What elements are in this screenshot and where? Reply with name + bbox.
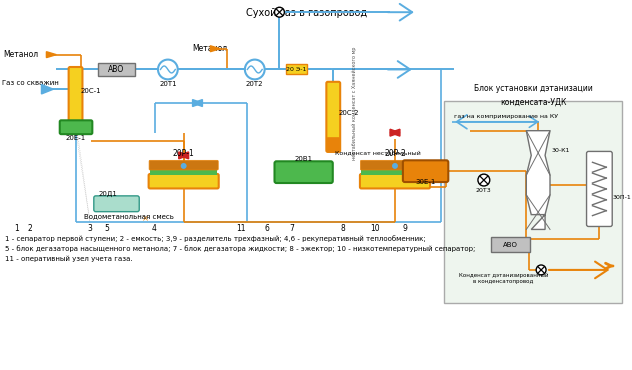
Text: конденсата-УДК: конденсата-УДК (500, 98, 566, 107)
FancyBboxPatch shape (149, 160, 218, 170)
FancyBboxPatch shape (360, 160, 430, 170)
Text: АВО: АВО (109, 65, 125, 74)
Text: 30П-1: 30П-1 (612, 195, 631, 200)
Text: 20С-1: 20С-1 (81, 88, 102, 94)
Circle shape (245, 60, 265, 79)
FancyBboxPatch shape (286, 64, 307, 74)
Polygon shape (193, 100, 202, 107)
Text: 5 - блок дегазатора насыщенного метанола; 7 - блок дегазатора жидкости; 8 - эжек: 5 - блок дегазатора насыщенного метанола… (5, 245, 475, 252)
Text: 8: 8 (340, 225, 345, 233)
Polygon shape (390, 129, 400, 136)
FancyBboxPatch shape (274, 161, 333, 183)
Text: 2: 2 (27, 225, 32, 233)
Circle shape (181, 163, 186, 169)
FancyBboxPatch shape (491, 237, 530, 252)
Text: 20Е-1: 20Е-1 (66, 135, 86, 141)
FancyBboxPatch shape (360, 174, 430, 188)
Text: Конденсат нестабильный: Конденсат нестабильный (336, 150, 421, 155)
FancyBboxPatch shape (69, 67, 82, 122)
Text: 4: 4 (152, 225, 157, 233)
Text: 3: 3 (87, 225, 92, 233)
Text: 20Р-1: 20Р-1 (173, 149, 195, 158)
FancyBboxPatch shape (327, 138, 339, 151)
Text: нестабильный конденсат с Хаянейского мр: нестабильный конденсат с Хаянейского мр (351, 47, 356, 160)
Text: 6: 6 (264, 225, 269, 233)
Text: 7: 7 (289, 225, 294, 233)
Text: АВО: АВО (503, 242, 518, 248)
Text: 20Т1: 20Т1 (159, 81, 177, 87)
Text: 20Р-2: 20Р-2 (384, 149, 406, 158)
FancyBboxPatch shape (98, 63, 135, 76)
FancyBboxPatch shape (60, 120, 92, 134)
Polygon shape (193, 100, 202, 107)
Text: Блок установки дэтанизации: Блок установки дэтанизации (474, 84, 593, 93)
FancyBboxPatch shape (403, 160, 448, 182)
Text: 20Т3: 20Т3 (476, 188, 492, 193)
Text: ×: × (142, 214, 149, 223)
Text: 10: 10 (370, 225, 380, 233)
Text: 20С-2: 20С-2 (339, 110, 359, 116)
Text: Метанол: Метанол (3, 50, 38, 59)
Text: Водометанольная смесь: Водометанольная смесь (84, 213, 174, 219)
Polygon shape (390, 129, 400, 136)
Polygon shape (210, 46, 220, 52)
Circle shape (536, 265, 546, 275)
Text: 1: 1 (15, 225, 19, 233)
Text: 11: 11 (236, 225, 246, 233)
Circle shape (392, 163, 398, 169)
Polygon shape (179, 152, 188, 159)
Text: газ на компримирование на КУ: газ на компримирование на КУ (454, 114, 558, 119)
Text: 20Д1: 20Д1 (99, 191, 118, 197)
Text: Газ со скважин: Газ со скважин (2, 80, 59, 86)
FancyBboxPatch shape (326, 82, 340, 152)
Polygon shape (150, 169, 217, 175)
Circle shape (478, 174, 490, 186)
Text: Конденсат дэтанизированный
в конденсатопровод: Конденсат дэтанизированный в конденсатоп… (459, 273, 549, 284)
Text: 30-К1: 30-К1 (552, 148, 570, 153)
FancyBboxPatch shape (149, 174, 219, 188)
Text: 20Т2: 20Т2 (246, 81, 264, 87)
Polygon shape (179, 152, 188, 159)
Text: 5: 5 (104, 225, 109, 233)
Text: 1 - сепаратор первой ступени; 2 - емкость; 3,9 - разделитель трехфазный; 4,6 - р: 1 - сепаратор первой ступени; 2 - емкост… (5, 235, 426, 242)
Text: 30Е-1: 30Е-1 (415, 179, 436, 185)
Polygon shape (526, 131, 550, 229)
Text: 11 - оперативный узел учета газа.: 11 - оперативный узел учета газа. (5, 255, 133, 262)
Circle shape (158, 60, 178, 79)
Polygon shape (362, 169, 428, 175)
Text: 9: 9 (403, 225, 407, 233)
Polygon shape (42, 84, 53, 94)
Text: Сухой газ в газопровод: Сухой газ в газопровод (246, 8, 367, 18)
FancyBboxPatch shape (586, 151, 612, 226)
Text: 20 Э-1: 20 Э-1 (286, 67, 307, 72)
Text: Метанол: Метанол (193, 44, 228, 53)
FancyBboxPatch shape (444, 101, 622, 303)
Polygon shape (46, 52, 56, 58)
Text: 20В1: 20В1 (294, 156, 312, 162)
FancyBboxPatch shape (94, 196, 139, 212)
Circle shape (274, 7, 284, 17)
